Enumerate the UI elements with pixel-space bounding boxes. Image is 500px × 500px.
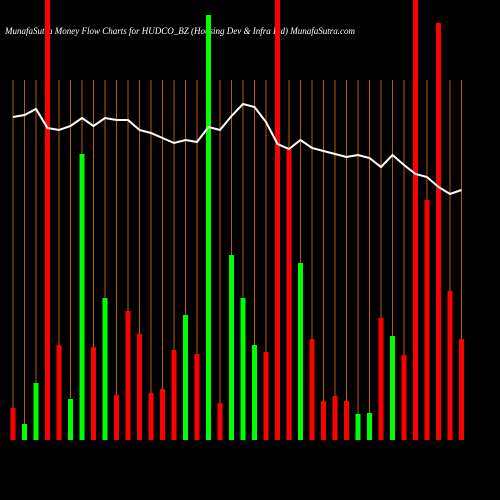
bar (378, 318, 384, 440)
bar (114, 395, 119, 440)
bar (447, 291, 453, 440)
bar (33, 383, 39, 440)
bar (321, 401, 326, 440)
bar (137, 334, 142, 440)
bar (401, 355, 407, 440)
bar (459, 339, 464, 440)
bar (160, 389, 165, 440)
bar (413, 0, 418, 440)
bar (309, 339, 315, 440)
bar (45, 0, 50, 440)
bar (332, 396, 338, 440)
bar (102, 298, 108, 440)
bar (56, 345, 62, 440)
bar (217, 403, 223, 440)
bar (10, 408, 16, 440)
chart-title: MunafaSutra Money Flow Charts for HUDCO_… (4, 26, 355, 36)
bar (183, 315, 188, 440)
bar (91, 347, 96, 440)
bar (229, 255, 234, 440)
bar (252, 345, 257, 440)
bar (194, 354, 200, 440)
bar (275, 0, 280, 440)
bar (206, 15, 211, 440)
bar (79, 154, 85, 440)
bar (298, 263, 303, 440)
bar (355, 414, 361, 440)
bar (424, 200, 430, 440)
bar (125, 311, 131, 440)
bar (263, 352, 269, 440)
bar (367, 413, 372, 440)
money-flow-line (12, 102, 462, 196)
bar (240, 298, 246, 440)
bar (68, 399, 73, 440)
bar (286, 147, 292, 440)
bar (22, 424, 27, 440)
bar (344, 401, 349, 440)
bar (148, 393, 154, 440)
bar (390, 336, 395, 440)
bar (436, 23, 441, 440)
bar (171, 350, 177, 440)
